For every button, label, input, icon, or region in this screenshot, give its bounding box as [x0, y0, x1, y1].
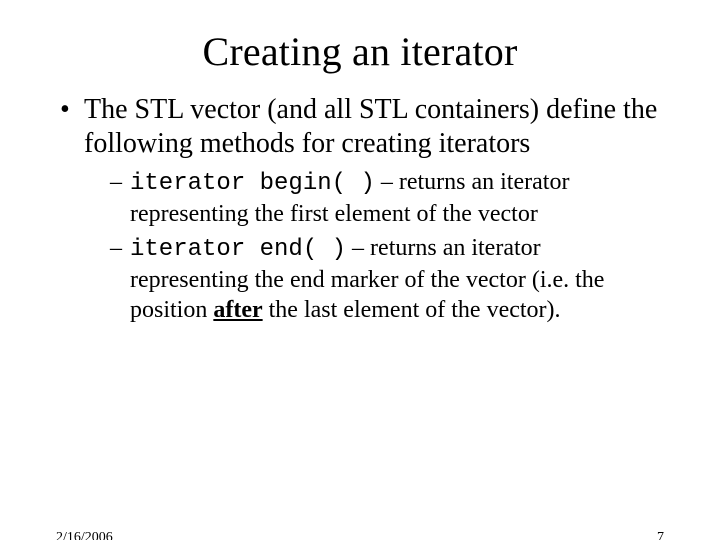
footer-page-number: 7 [657, 530, 664, 540]
sub-2-underlined: after [213, 297, 262, 323]
bullet-item-1: The STL vector (and all STL containers) … [60, 93, 660, 325]
slide: Creating an iterator The STL vector (and… [0, 28, 720, 540]
slide-footer: 2/16/2006 7 [0, 530, 720, 540]
sub-1-code: iterator begin( ) [130, 170, 375, 197]
slide-title: Creating an iterator [0, 28, 720, 75]
sub-bullet-2: iterator end( ) – returns an iterator re… [110, 233, 660, 325]
sub-bullet-list: iterator begin( ) – returns an iterator … [84, 167, 660, 325]
bullet-1-text: The STL vector (and all STL containers) … [84, 94, 657, 159]
sub-2-code: iterator end( ) [130, 236, 346, 263]
bullet-list: The STL vector (and all STL containers) … [0, 93, 720, 325]
footer-date: 2/16/2006 [56, 530, 113, 540]
sub-2-rest-after: the last element of the vector). [263, 297, 561, 323]
sub-bullet-1: iterator begin( ) – returns an iterator … [110, 167, 660, 229]
